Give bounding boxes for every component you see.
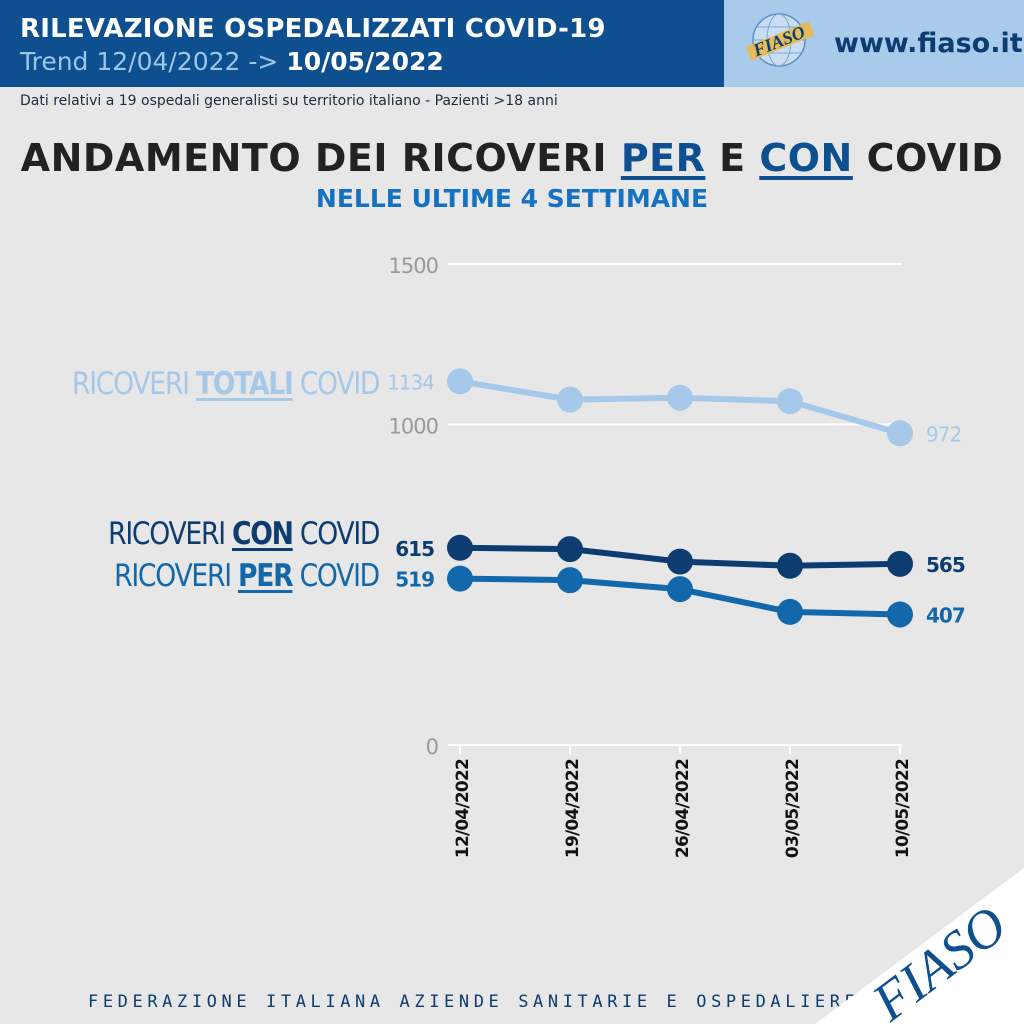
legend-per-key: PER (238, 558, 294, 594)
legend-con-key: CON (231, 516, 294, 552)
footer-fiaso-logo: FIASO (815, 868, 1024, 1024)
data-label: 1134 (387, 370, 434, 394)
x-tick-label: 10/05/2022 (893, 759, 913, 858)
legend-totali-word1: RICOVERI (71, 366, 190, 402)
legend-con-word1: RICOVERI (107, 516, 226, 552)
header-bar: RILEVAZIONE OSPEDALIZZATI COVID-19 Trend… (0, 0, 724, 87)
chart-title: ANDAMENTO DEI RICOVERI PER E CON COVID (0, 136, 1024, 180)
subheading: Dati relativi a 19 ospedali generalisti … (20, 93, 558, 109)
y-tick-label: 1500 (389, 254, 438, 278)
x-tick-label: 12/04/2022 (453, 759, 473, 858)
legend-totali-word2: COVID (299, 366, 381, 402)
data-point (557, 567, 583, 594)
data-label: 407 (926, 603, 965, 627)
title-part1: ANDAMENTO DEI RICOVERI (20, 136, 608, 180)
legend-per-word2: COVID (299, 558, 381, 594)
data-point (447, 534, 473, 561)
title-per: PER (620, 136, 706, 180)
fiaso-globe-logo: FIASO (745, 13, 815, 67)
y-tick-label: 1000 (389, 414, 438, 438)
data-point (887, 420, 913, 447)
data-label: 972 (926, 422, 961, 446)
data-point (777, 598, 803, 625)
y-tick-label: 0 (426, 735, 438, 759)
header-trend: Trend 12/04/2022 -> 10/05/2022 (20, 47, 444, 76)
trend-start: Trend 12/04/2022 -> (20, 47, 279, 76)
legend-totali: RICOVERI TOTALI COVID (71, 366, 381, 402)
data-point (557, 386, 583, 413)
data-point (887, 550, 913, 577)
footer-text: FEDERAZIONE ITALIANA AZIENDE SANITARIE E… (88, 992, 860, 1012)
x-tick-label: 26/04/2022 (673, 759, 693, 858)
data-label: 615 (395, 537, 434, 561)
data-point (667, 384, 693, 411)
data-point (557, 536, 583, 563)
legend-con: RICOVERI CON COVID (107, 516, 381, 552)
legend-per: RICOVERI PER COVID (114, 558, 381, 594)
data-point (447, 368, 473, 395)
title-con: CON (759, 136, 853, 180)
data-point (887, 601, 913, 628)
data-point (777, 552, 803, 579)
data-label: 519 (395, 568, 434, 592)
legend-totali-key: TOTALI (195, 366, 294, 402)
data-label: 565 (926, 553, 965, 577)
legend-con-word2: COVID (299, 516, 381, 552)
trend-end: 10/05/2022 (286, 47, 444, 76)
legend-per-word1: RICOVERI (114, 558, 232, 594)
data-point (777, 388, 803, 415)
title-e: E (719, 136, 746, 180)
data-point (447, 565, 473, 592)
chart-subtitle: NELLE ULTIME 4 SETTIMANE (315, 184, 709, 213)
x-tick-label: 03/05/2022 (783, 759, 803, 858)
x-tick-label: 19/04/2022 (563, 759, 583, 858)
website-link[interactable]: www.fiaso.it (834, 28, 1023, 59)
data-point (667, 576, 693, 603)
logo-panel: FIASO (724, 0, 1024, 87)
header-title: RILEVAZIONE OSPEDALIZZATI COVID-19 (20, 14, 606, 44)
title-covid: COVID (866, 136, 1004, 180)
data-point (667, 548, 693, 575)
